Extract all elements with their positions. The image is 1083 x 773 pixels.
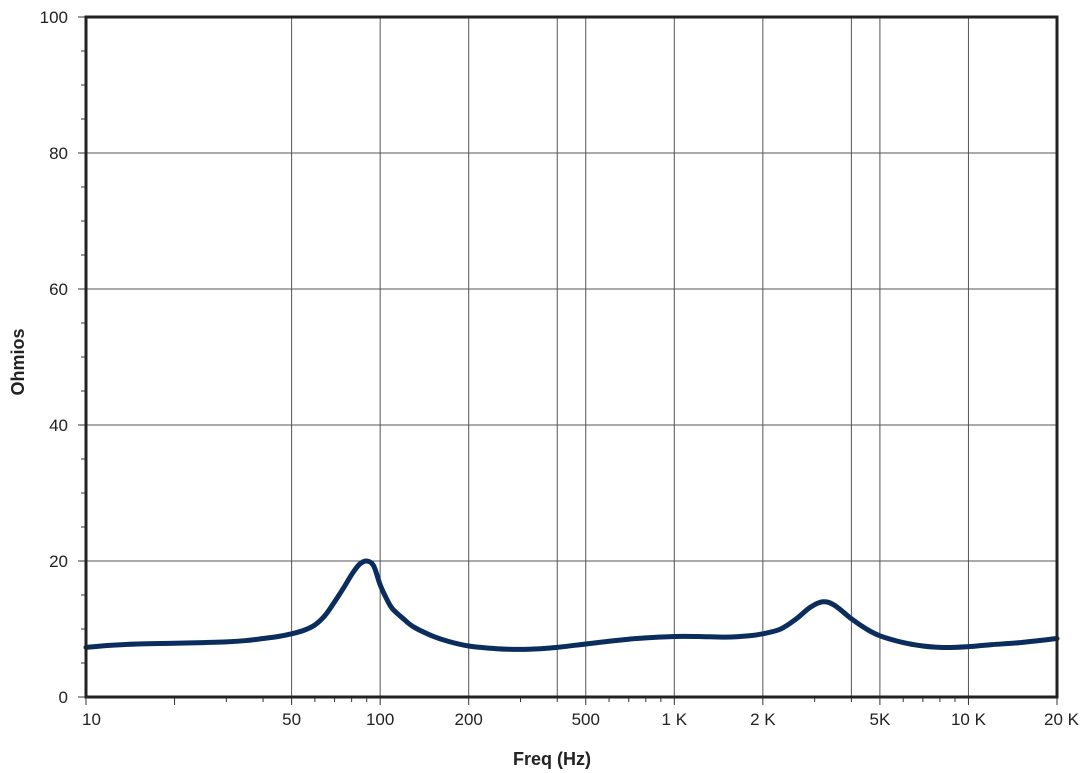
x-axis-title: Freq (Hz): [513, 749, 591, 769]
x-tick-labels: 10 50 100 200 500 1 K 2 K 5K 10 K 20 K: [82, 710, 1080, 729]
y-tick-label: 40: [49, 416, 68, 435]
x-tick-label: 10: [82, 710, 101, 729]
y-axis-title: Ohmios: [8, 328, 28, 395]
x-tick-label: 50: [282, 710, 301, 729]
grid: [86, 17, 1057, 697]
y-tick-label: 80: [49, 144, 68, 163]
x-tick-label: 200: [455, 710, 483, 729]
y-tick-labels: 0 20 40 60 80 100: [40, 8, 68, 707]
x-tick-label: 20 K: [1044, 710, 1080, 729]
minor-ticks: [78, 16, 1058, 705]
y-tick-label: 0: [59, 688, 68, 707]
x-tick-label: 1 K: [662, 710, 688, 729]
x-tick-label: 10 K: [951, 710, 987, 729]
y-tick-label: 100: [40, 8, 68, 27]
x-tick-label: 100: [366, 710, 394, 729]
x-tick-label: 2 K: [750, 710, 776, 729]
impedance-curve: [83, 558, 1060, 652]
x-tick-label: 500: [572, 710, 600, 729]
y-tick-label: 60: [49, 280, 68, 299]
series-layer: [83, 558, 1060, 652]
y-tick-label: 20: [49, 552, 68, 571]
plot-frame: [84, 15, 1059, 699]
x-tick-label: 5K: [870, 710, 891, 729]
